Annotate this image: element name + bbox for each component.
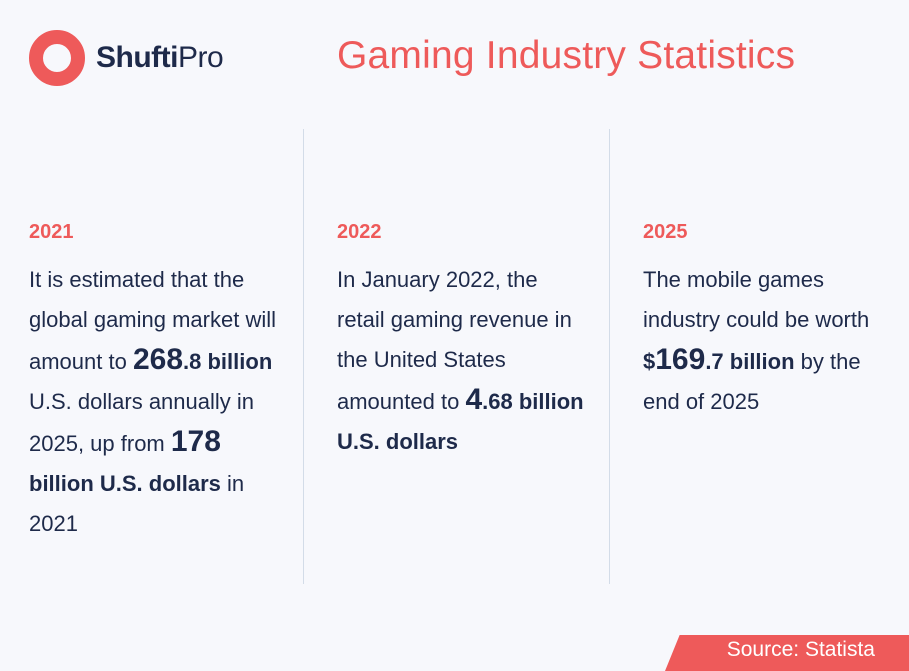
stat-year: 2025 [643, 221, 688, 243]
stat-text: U.S. dollars annually in 2025, up from [29, 389, 255, 456]
stat-text: In January 2022, the retail gaming reven… [337, 267, 572, 414]
brand-logo: ShuftiPro [28, 27, 224, 89]
stat-highlight-number: 268 [132, 343, 184, 376]
source-label: Source: Statista [726, 638, 875, 661]
stat-text: The mobile games industry could be worth [643, 267, 870, 332]
stat-description: The mobile games industry could be worth… [643, 260, 883, 422]
stat-highlight-unit: billion U.S. dollars [29, 471, 221, 496]
page-title: Gaming Industry Statistics [337, 34, 796, 77]
stat-highlight-number: 169 [655, 343, 706, 376]
stat-highlight-unit: .7 billion [705, 349, 795, 374]
column-divider-1 [303, 129, 304, 584]
stat-text: in 2021 [29, 471, 245, 536]
column-divider-2 [609, 129, 610, 584]
stat-column-2021: 2021 It is estimated that the global gam… [29, 218, 291, 544]
stat-column-2025: 2025 The mobile games industry could be … [643, 218, 883, 422]
stat-text: It is estimated that the global gaming m… [29, 267, 276, 374]
stat-highlight-number: 4 [465, 383, 483, 416]
brand-name-bold: Shufti [96, 41, 178, 74]
stat-highlight-number: 178 [170, 425, 221, 458]
stat-currency-symbol: $ [643, 349, 656, 374]
stat-highlight-decimal: .68 [482, 389, 513, 414]
source-tag [665, 635, 909, 671]
stat-column-2022: 2022 In January 2022, the retail gaming … [337, 218, 587, 462]
brand-name: ShuftiPro [96, 41, 224, 75]
brand-name-regular: Pro [177, 41, 224, 74]
stat-highlight-unit: billion U.S. dollars [337, 389, 584, 454]
stat-year: 2022 [337, 221, 382, 243]
stat-year: 2021 [29, 221, 74, 243]
ring-logo-icon [29, 30, 85, 86]
stat-text: by the end of 2025 [643, 349, 861, 414]
stat-description: In January 2022, the retail gaming reven… [337, 260, 587, 462]
stat-highlight-decimal: .8 [183, 349, 202, 374]
stat-description: It is estimated that the global gaming m… [29, 260, 291, 544]
stat-highlight-unit: billion [201, 349, 273, 374]
